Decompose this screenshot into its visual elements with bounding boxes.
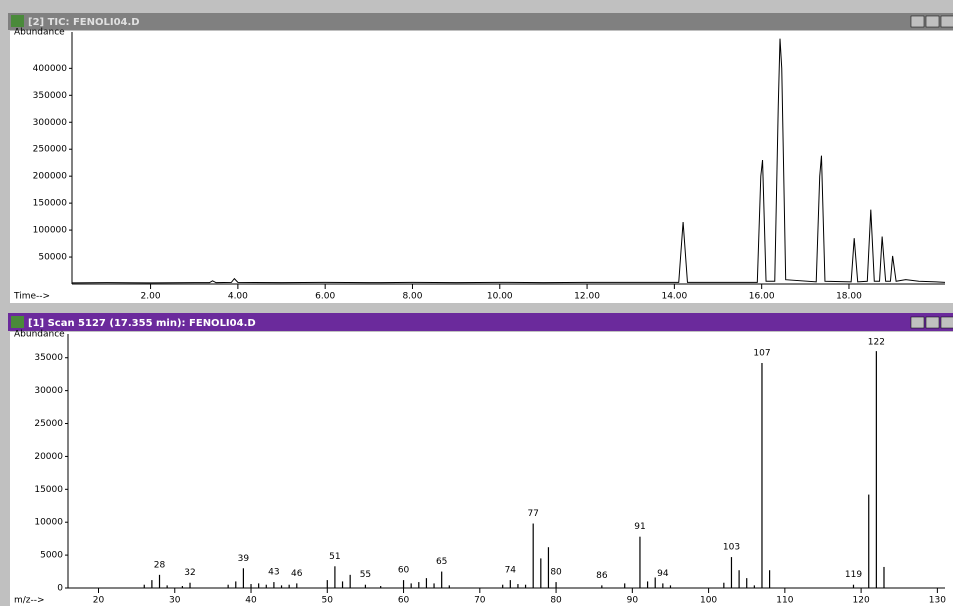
peak-label: 122 bbox=[868, 338, 885, 348]
y-tick-label: 400000 bbox=[33, 64, 68, 74]
minimize-button[interactable] bbox=[910, 15, 925, 28]
peak-label: 65 bbox=[436, 557, 447, 567]
x-tick-label: 60 bbox=[398, 596, 410, 606]
peak-label: 103 bbox=[723, 543, 740, 553]
x-tick-label: 80 bbox=[550, 596, 562, 606]
plot-area bbox=[10, 332, 953, 606]
y-tick-label: 250000 bbox=[33, 145, 68, 155]
window-icon bbox=[11, 15, 24, 27]
x-tick-label: 130 bbox=[929, 596, 946, 606]
tic-trace bbox=[71, 38, 946, 284]
window-title: [2] TIC: FENOLI04.D bbox=[28, 17, 140, 28]
y-tick-label: 350000 bbox=[33, 91, 68, 101]
x-tick-label: 20 bbox=[93, 596, 105, 606]
peak-label: 32 bbox=[184, 568, 195, 578]
x-tick-label: 50 bbox=[322, 596, 334, 606]
peak-label: 91 bbox=[634, 522, 645, 532]
x-tick-label: 120 bbox=[853, 596, 870, 606]
peak-label: 86 bbox=[596, 571, 608, 581]
x-tick-label: 6.00 bbox=[315, 292, 335, 302]
peak-label: 60 bbox=[398, 566, 410, 576]
peak-label: 28 bbox=[154, 560, 166, 570]
x-tick-label: 70 bbox=[474, 596, 486, 606]
peak-label: 74 bbox=[505, 566, 517, 576]
maximize-button[interactable] bbox=[925, 15, 940, 28]
title-bar bbox=[8, 13, 953, 30]
x-tick-label: 40 bbox=[245, 596, 257, 606]
y-axis-label: Abundance bbox=[14, 330, 65, 340]
x-tick-label: 110 bbox=[776, 596, 793, 606]
peak-label: 51 bbox=[329, 552, 340, 562]
peak-label: 119 bbox=[845, 570, 862, 580]
y-tick-label: 25000 bbox=[34, 419, 63, 429]
y-tick-label: 20000 bbox=[34, 452, 63, 462]
y-tick-label: 200000 bbox=[33, 172, 68, 182]
x-tick-label: 18.00 bbox=[836, 292, 862, 302]
x-tick-label: 100 bbox=[700, 596, 717, 606]
y-tick-label: 150000 bbox=[33, 199, 68, 209]
peak-label: 46 bbox=[291, 569, 303, 579]
y-tick-label: 15000 bbox=[34, 485, 63, 495]
y-axis-label: Abundance bbox=[14, 28, 65, 38]
window-title: [1] Scan 5127 (17.355 min): FENOLI04.D bbox=[28, 318, 256, 329]
peak-label: 77 bbox=[527, 509, 538, 519]
x-tick-label: 2.00 bbox=[141, 292, 161, 302]
x-tick-label: 4.00 bbox=[228, 292, 248, 302]
x-tick-label: 30 bbox=[169, 596, 181, 606]
y-tick-label: 30000 bbox=[34, 386, 63, 396]
x-tick-label: 16.00 bbox=[749, 292, 775, 302]
y-tick-label: 0 bbox=[57, 584, 63, 594]
x-axis-label: Time--> bbox=[13, 292, 50, 302]
title-bar bbox=[8, 313, 953, 331]
y-tick-label: 10000 bbox=[34, 518, 63, 528]
maximize-button[interactable] bbox=[925, 316, 940, 329]
peak-label: 94 bbox=[657, 569, 669, 579]
peak-label: 107 bbox=[753, 349, 770, 359]
y-tick-label: 35000 bbox=[34, 353, 63, 363]
y-tick-label: 50000 bbox=[38, 253, 67, 263]
y-tick-label: 300000 bbox=[33, 118, 68, 128]
peak-label: 80 bbox=[550, 568, 562, 578]
x-tick-label: 14.00 bbox=[661, 292, 687, 302]
x-tick-label: 8.00 bbox=[402, 292, 422, 302]
peak-label: 55 bbox=[360, 570, 371, 580]
close-button[interactable] bbox=[940, 316, 953, 329]
x-tick-label: 12.00 bbox=[574, 292, 600, 302]
window-icon bbox=[11, 316, 24, 328]
plot-area bbox=[10, 31, 953, 303]
peak-label: 43 bbox=[268, 568, 279, 578]
y-tick-label: 5000 bbox=[40, 551, 63, 561]
x-tick-label: 90 bbox=[627, 596, 639, 606]
y-tick-label: 100000 bbox=[33, 226, 68, 236]
x-tick-label: 10.00 bbox=[487, 292, 513, 302]
close-button[interactable] bbox=[940, 15, 953, 28]
minimize-button[interactable] bbox=[910, 316, 925, 329]
peak-label: 39 bbox=[238, 554, 250, 564]
x-axis-label: m/z--> bbox=[14, 596, 45, 606]
